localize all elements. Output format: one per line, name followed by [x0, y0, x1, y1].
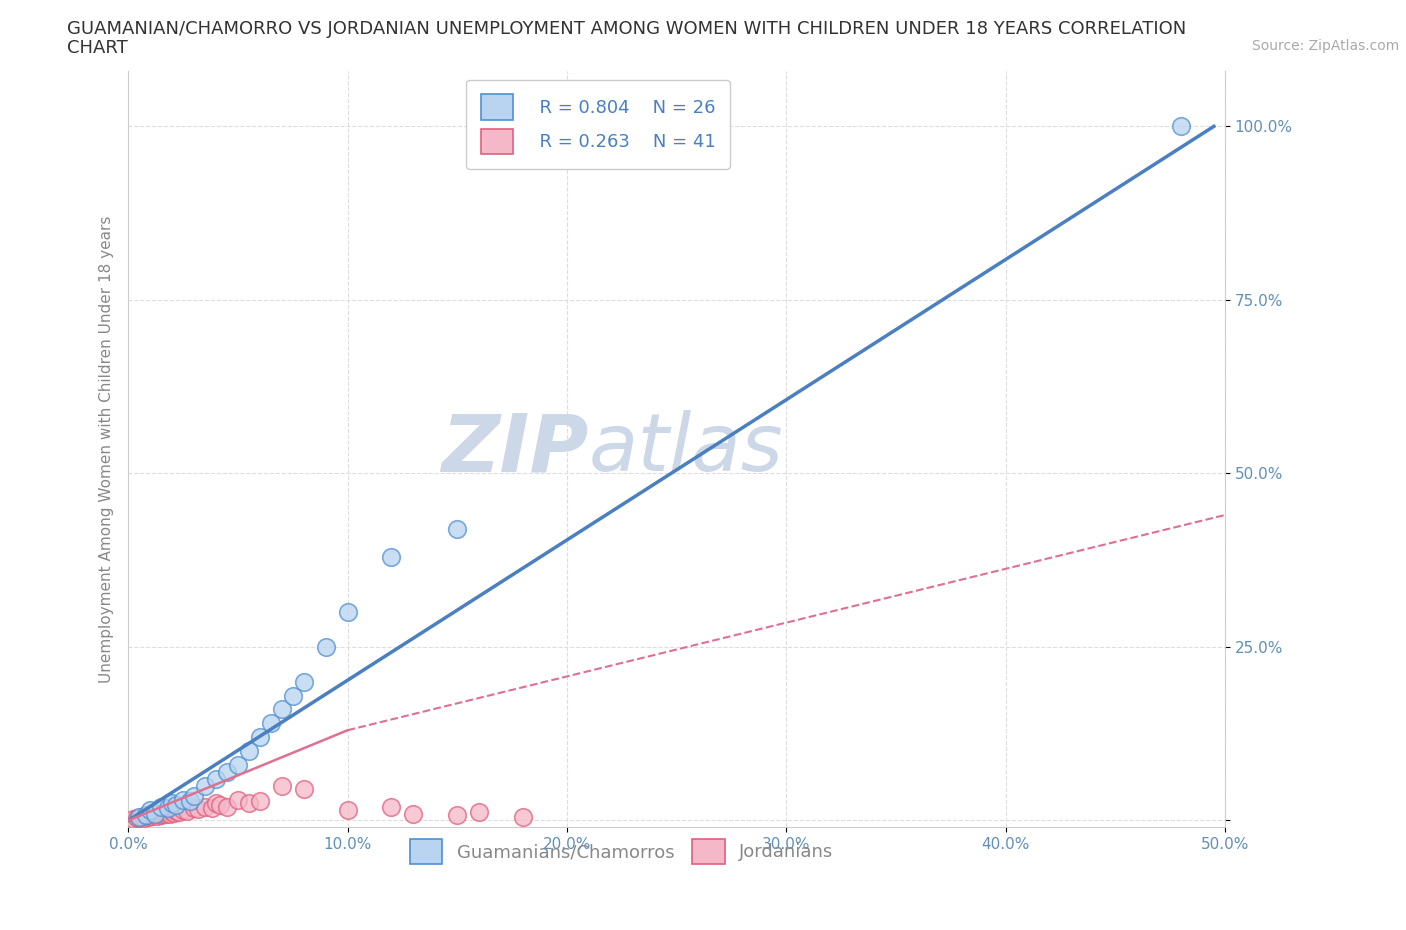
Point — [226, 792, 249, 807]
Point — [281, 688, 304, 703]
Point — [145, 808, 167, 823]
Point — [215, 799, 238, 814]
Point — [215, 764, 238, 779]
Point — [205, 771, 228, 786]
Point — [260, 716, 283, 731]
Point — [446, 522, 468, 537]
Point — [209, 798, 232, 813]
Point — [139, 803, 162, 817]
Point — [183, 789, 205, 804]
Point — [1170, 119, 1192, 134]
Point — [446, 807, 468, 822]
Point — [187, 802, 209, 817]
Point — [238, 796, 260, 811]
Point — [194, 799, 217, 814]
Text: CHART: CHART — [67, 39, 128, 57]
Point — [249, 730, 271, 745]
Point — [156, 805, 179, 820]
Point — [176, 804, 198, 818]
Legend: Guamanians/Chamorros, Jordanians: Guamanians/Chamorros, Jordanians — [402, 831, 841, 871]
Point — [226, 758, 249, 773]
Point — [402, 806, 425, 821]
Point — [139, 808, 162, 823]
Point — [336, 604, 359, 619]
Point — [141, 809, 163, 824]
Point — [135, 809, 157, 824]
Point — [150, 807, 173, 822]
Point — [136, 809, 159, 824]
Point — [143, 806, 166, 821]
Point — [183, 801, 205, 816]
Point — [166, 798, 188, 813]
Point — [150, 799, 173, 814]
Text: Source: ZipAtlas.com: Source: ZipAtlas.com — [1251, 39, 1399, 53]
Point — [155, 806, 177, 821]
Point — [166, 804, 188, 819]
Point — [132, 810, 155, 825]
Point — [160, 796, 183, 811]
Point — [131, 809, 153, 824]
Point — [468, 804, 491, 819]
Point — [292, 674, 315, 689]
Text: GUAMANIAN/CHAMORRO VS JORDANIAN UNEMPLOYMENT AMONG WOMEN WITH CHILDREN UNDER 18 : GUAMANIAN/CHAMORRO VS JORDANIAN UNEMPLOY… — [67, 20, 1187, 38]
Point — [205, 796, 228, 811]
Point — [128, 810, 150, 825]
Point — [143, 807, 166, 822]
Text: ZIP: ZIP — [441, 410, 589, 488]
Point — [135, 807, 157, 822]
Point — [512, 809, 534, 824]
Point — [249, 793, 271, 808]
Point — [148, 806, 170, 821]
Point — [270, 778, 292, 793]
Point — [380, 550, 402, 565]
Point — [156, 801, 179, 816]
Point — [380, 799, 402, 814]
Point — [152, 806, 174, 821]
Point — [315, 640, 337, 655]
Point — [128, 809, 150, 824]
Point — [167, 804, 190, 819]
Point — [172, 803, 194, 817]
Point — [270, 702, 292, 717]
Point — [125, 811, 148, 826]
Point — [159, 806, 181, 821]
Y-axis label: Unemployment Among Women with Children Under 18 years: Unemployment Among Women with Children U… — [100, 216, 114, 683]
Point — [200, 801, 222, 816]
Point — [179, 793, 201, 808]
Text: atlas: atlas — [589, 410, 783, 488]
Point — [121, 812, 143, 827]
Point — [194, 778, 217, 793]
Point — [336, 803, 359, 817]
Point — [163, 805, 186, 820]
Point — [160, 804, 183, 819]
Point — [172, 792, 194, 807]
Point — [292, 782, 315, 797]
Point — [238, 744, 260, 759]
